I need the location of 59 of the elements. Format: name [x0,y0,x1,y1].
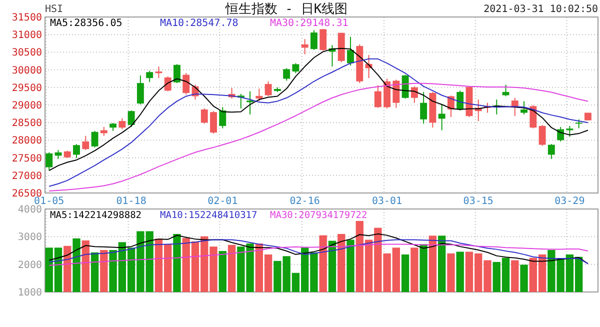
y-tick-label: 27000 [12,170,42,182]
x-tick-label: 03-15 [463,196,494,207]
x-tick-label: 03-29 [554,196,585,207]
x-tick-label: 03-01 [372,196,402,207]
candlestick [219,106,226,129]
x-tick-label: 02-16 [290,196,320,207]
candlestick [128,110,135,128]
candlestick [210,110,217,134]
y-tick-label: 31500 [12,12,42,24]
candlestick [283,68,290,82]
y-tick-label: 1000 [18,288,42,298]
candlestick [402,74,409,100]
candlestick [347,36,354,66]
x-tick-label: 01-18 [116,196,146,207]
y-tick-label: 3000 [18,232,42,244]
candlestick [200,108,208,124]
chart-title: 恒生指数 - 日K线图 [224,2,348,17]
candlestick [420,91,428,124]
candlestick [566,125,574,138]
candlestick [174,64,180,84]
candlestick [292,62,300,74]
candlestick [264,80,272,97]
candlestick [155,66,162,79]
candlestick [118,118,126,130]
candlestick [392,79,400,108]
x-tick-label: 02-01 [208,196,238,207]
candlestick [438,104,446,131]
y-tick-label: 27500 [12,153,42,164]
y-tick-label: 28000 [12,136,42,147]
y-tick-label: 4000 [18,204,42,216]
y-tick-label: 29000 [12,100,42,112]
candlestick [310,30,318,51]
candlestick [146,70,154,83]
candlestick [136,74,144,106]
candlestick [182,72,190,96]
candlestick [410,86,418,104]
y-axis-title: HSI [45,4,64,15]
y-tick-label: 29500 [12,82,42,94]
candlestick [374,84,382,108]
candlestick [548,144,555,160]
candlestick [82,135,90,151]
candlestick [301,38,308,55]
candlestick [73,144,80,158]
candlestick [456,90,464,111]
y-tick-label: 2000 [18,260,42,271]
y-tick-label: 30000 [12,65,42,76]
y-tick-label: 30500 [12,48,42,59]
candlestick [520,100,528,115]
text: 2021-03-31 10:02:50 [484,4,598,15]
y-tick-label: 31000 [12,30,42,42]
legend: MA5:142214298882 MA10:152248410317 MA30:207934179722 [50,210,368,221]
candlestick [164,76,172,92]
legend: MA5:28356.05 MA10:28547.78 MA30:29148.31 [50,18,348,29]
candlestick [46,152,53,172]
candlestick [91,130,98,148]
candlestick [256,88,263,102]
candlestick [320,28,327,52]
y-tick-label: 28500 [12,118,42,130]
candlestick [538,124,546,146]
